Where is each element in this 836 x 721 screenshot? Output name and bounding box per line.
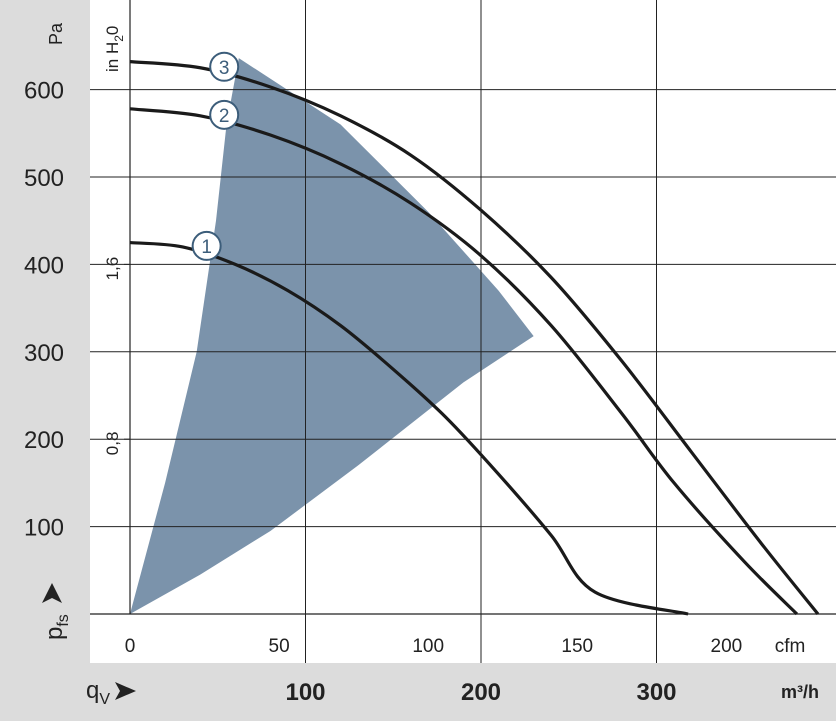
cfm-axis-ticks: 0 50 100 150 200 [125, 636, 742, 657]
characteristic-curves [129, 60, 820, 616]
cfm-tick-label: 150 [561, 636, 593, 657]
inh2o-unit-label: in H20 [103, 26, 126, 72]
cfm-tick-label: 0 [125, 636, 136, 657]
pa-tick-label: 400 [24, 252, 64, 279]
pa-axis-ticks: 100 200 300 400 500 600 [24, 78, 64, 542]
curve-label-1: 1 [191, 230, 222, 261]
qv-subscript: V [99, 691, 110, 708]
curve-label-2: 2 [209, 99, 240, 130]
curve-labels: 1 2 3 [191, 51, 240, 261]
pa-tick-label: 500 [24, 165, 64, 192]
curve-label-3: 3 [209, 51, 240, 82]
qv-quantity-label: qV [86, 677, 110, 708]
inh2o-tick-label: 1,6 [103, 257, 122, 281]
pfs-subscript: fs [55, 614, 72, 626]
inh2o-tick-label: 0,8 [103, 432, 122, 456]
curve-1 [129, 240, 689, 616]
qv-arrow-icon [115, 682, 136, 700]
curve-label-text: 2 [219, 106, 230, 127]
inh2o-unit-main: in H [103, 42, 122, 72]
pa-tick-label: 100 [24, 515, 64, 542]
pfs-quantity-label: pfs [41, 614, 72, 640]
m3h-axis-ticks: 100 200 300 [285, 679, 676, 706]
curve-label-circle [209, 99, 240, 130]
pfs-arrow-icon [42, 583, 62, 603]
pa-unit-label: Pa [46, 22, 66, 45]
curve-label-text: 3 [219, 58, 230, 79]
cfm-unit-label: cfm [775, 636, 806, 657]
inh2o-unit-tail: 0 [103, 26, 122, 35]
curve-3 [129, 60, 820, 616]
pfs-symbol: p [41, 627, 68, 640]
m3h-unit-label: m³/h [781, 682, 819, 702]
qv-symbol: q [86, 677, 99, 704]
m3h-tick-label: 200 [461, 679, 501, 706]
inh2o-axis-ticks: 0,8 1,6 [103, 257, 122, 455]
curve-2 [129, 107, 799, 616]
cfm-tick-label: 200 [711, 636, 743, 657]
inh2o-unit-sub: 2 [112, 35, 126, 42]
curve-label-circle [191, 230, 222, 261]
cfm-tick-label: 100 [412, 636, 444, 657]
curve-label-circle [209, 51, 240, 82]
pa-tick-label: 600 [24, 78, 64, 105]
m3h-tick-label: 100 [285, 679, 325, 706]
pa-tick-label: 200 [24, 427, 64, 454]
pa-tick-label: 300 [24, 340, 64, 367]
curve-label-text: 1 [201, 237, 212, 258]
m3h-tick-label: 300 [636, 679, 676, 706]
bottom-axis-band [90, 663, 836, 721]
cfm-tick-label: 50 [269, 636, 290, 657]
operating-range-area [130, 58, 534, 615]
